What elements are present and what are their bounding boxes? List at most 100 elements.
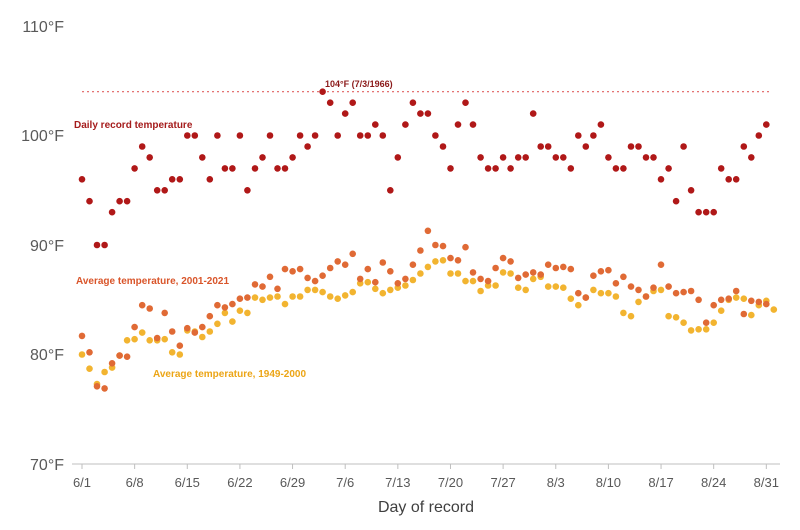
record-point: [153, 187, 161, 194]
avg-1949-2000-point: [161, 335, 168, 343]
record-point: [417, 110, 424, 117]
x-tick-label: 7/27: [490, 475, 515, 490]
avg-2001-2021-point: [341, 261, 349, 269]
record-point: [605, 154, 612, 161]
avg-2001-2021-point: [236, 295, 244, 303]
avg-1949-2000-point: [131, 335, 138, 343]
avg-2001-2021-point: [161, 309, 168, 317]
avg-1949-2000-point: [387, 286, 394, 294]
record-annotation-label: 104°F (7/3/1966): [325, 79, 393, 89]
series-label-avg-2001-2021: Average temperature, 2001-2021: [76, 276, 229, 287]
record-point: [168, 176, 176, 183]
x-tick-label: 7/13: [385, 475, 410, 490]
avg-2001-2021-point: [131, 323, 138, 331]
avg-1949-2000-point: [620, 309, 627, 317]
record-point: [78, 176, 86, 183]
avg-1949-2000-point: [176, 351, 184, 358]
record-point: [740, 143, 748, 150]
avg-1949-2000-point: [590, 286, 597, 294]
avg-2001-2021-point: [78, 332, 86, 340]
record-point: [86, 197, 93, 205]
avg-2001-2021-point: [244, 294, 251, 301]
avg-1949-2000-point: [146, 337, 153, 344]
record-point: [447, 165, 454, 172]
avg-2001-2021-point: [665, 283, 672, 290]
record-point: [319, 88, 326, 95]
avg-1949-2000-point: [244, 309, 251, 317]
avg-1949-2000-point: [304, 286, 311, 294]
avg-1949-2000-point: [612, 293, 620, 300]
record-point: [537, 143, 544, 150]
record-point: [372, 121, 379, 128]
avg-2001-2021-point: [364, 265, 372, 273]
avg-2001-2021-point: [311, 277, 319, 285]
record-point: [349, 99, 357, 106]
record-point: [244, 187, 251, 194]
avg-2001-2021-point: [138, 301, 146, 309]
avg-2001-2021-point: [477, 275, 484, 283]
record-point: [665, 165, 672, 172]
avg-2001-2021-point: [672, 289, 680, 297]
avg-1949-2000-point: [424, 263, 432, 271]
x-tick-label: 6/1: [73, 475, 91, 490]
x-tick-label: 6/8: [126, 475, 144, 490]
record-point: [710, 208, 717, 216]
avg-2001-2021-point: [469, 269, 477, 276]
x-tick-label: 8/31: [754, 475, 779, 490]
record-point: [439, 143, 447, 150]
avg-1949-2000-point: [657, 286, 665, 294]
record-point: [432, 132, 439, 139]
avg-1949-2000-point: [259, 296, 266, 304]
avg-2001-2021-point: [612, 280, 620, 287]
y-tick-label: 70°F: [30, 457, 64, 474]
avg-1949-2000-point: [199, 333, 206, 341]
x-tick-label: 6/22: [227, 475, 252, 490]
x-tick-label: 8/3: [547, 475, 565, 490]
avg-2001-2021-point: [537, 271, 544, 278]
avg-2001-2021-point: [763, 300, 770, 308]
avg-2001-2021-point: [402, 275, 409, 283]
avg-2001-2021-point: [319, 272, 326, 280]
avg-2001-2021-point: [582, 294, 590, 301]
avg-2001-2021-point: [650, 284, 657, 292]
record-point: [274, 165, 281, 172]
record-point: [131, 165, 138, 172]
avg-2001-2021-point: [229, 300, 236, 308]
record-point: [387, 187, 394, 194]
avg-1949-2000-point: [665, 312, 672, 320]
avg-2001-2021-point: [710, 301, 717, 309]
y-axis-ticks: 70°F 80°F 90°F 100°F 110°F: [21, 19, 64, 474]
record-point: [206, 176, 214, 183]
record-point: [379, 132, 387, 139]
avg-2001-2021-point: [725, 295, 732, 303]
avg-1949-2000-point: [281, 300, 289, 308]
record-point: [454, 121, 462, 128]
avg-2001-2021-point: [116, 352, 123, 359]
avg-1949-2000-point: [507, 270, 514, 277]
avg-2001-2021-point: [424, 227, 432, 235]
avg-2001-2021-point: [447, 254, 454, 262]
record-point: [725, 176, 732, 183]
record-point: [409, 99, 417, 106]
y-tick-label: 110°F: [22, 19, 64, 36]
record-point: [484, 165, 492, 172]
avg-2001-2021-point: [108, 360, 116, 367]
avg-2001-2021-point: [702, 319, 710, 327]
avg-1949-2000-point: [417, 270, 424, 277]
avg-2001-2021-point: [349, 250, 357, 258]
record-point: [687, 187, 695, 194]
avg-1949-2000-point: [514, 284, 522, 292]
avg-2001-2021-point: [214, 301, 221, 309]
record-point: [138, 143, 146, 150]
record-point: [477, 154, 484, 161]
record-point: [161, 187, 168, 194]
avg-2001-2021-point: [123, 353, 131, 361]
avg-1949-2000-point: [311, 286, 319, 294]
avg-2001-2021-point: [93, 383, 101, 390]
avg-2001-2021-point: [484, 277, 492, 285]
x-tick-label: 8/24: [701, 475, 726, 490]
avg-2001-2021-point: [199, 323, 206, 331]
avg-1949-2000-point: [687, 327, 695, 334]
avg-1949-2000-point: [266, 294, 274, 301]
avg-2001-2021-point: [432, 241, 439, 249]
